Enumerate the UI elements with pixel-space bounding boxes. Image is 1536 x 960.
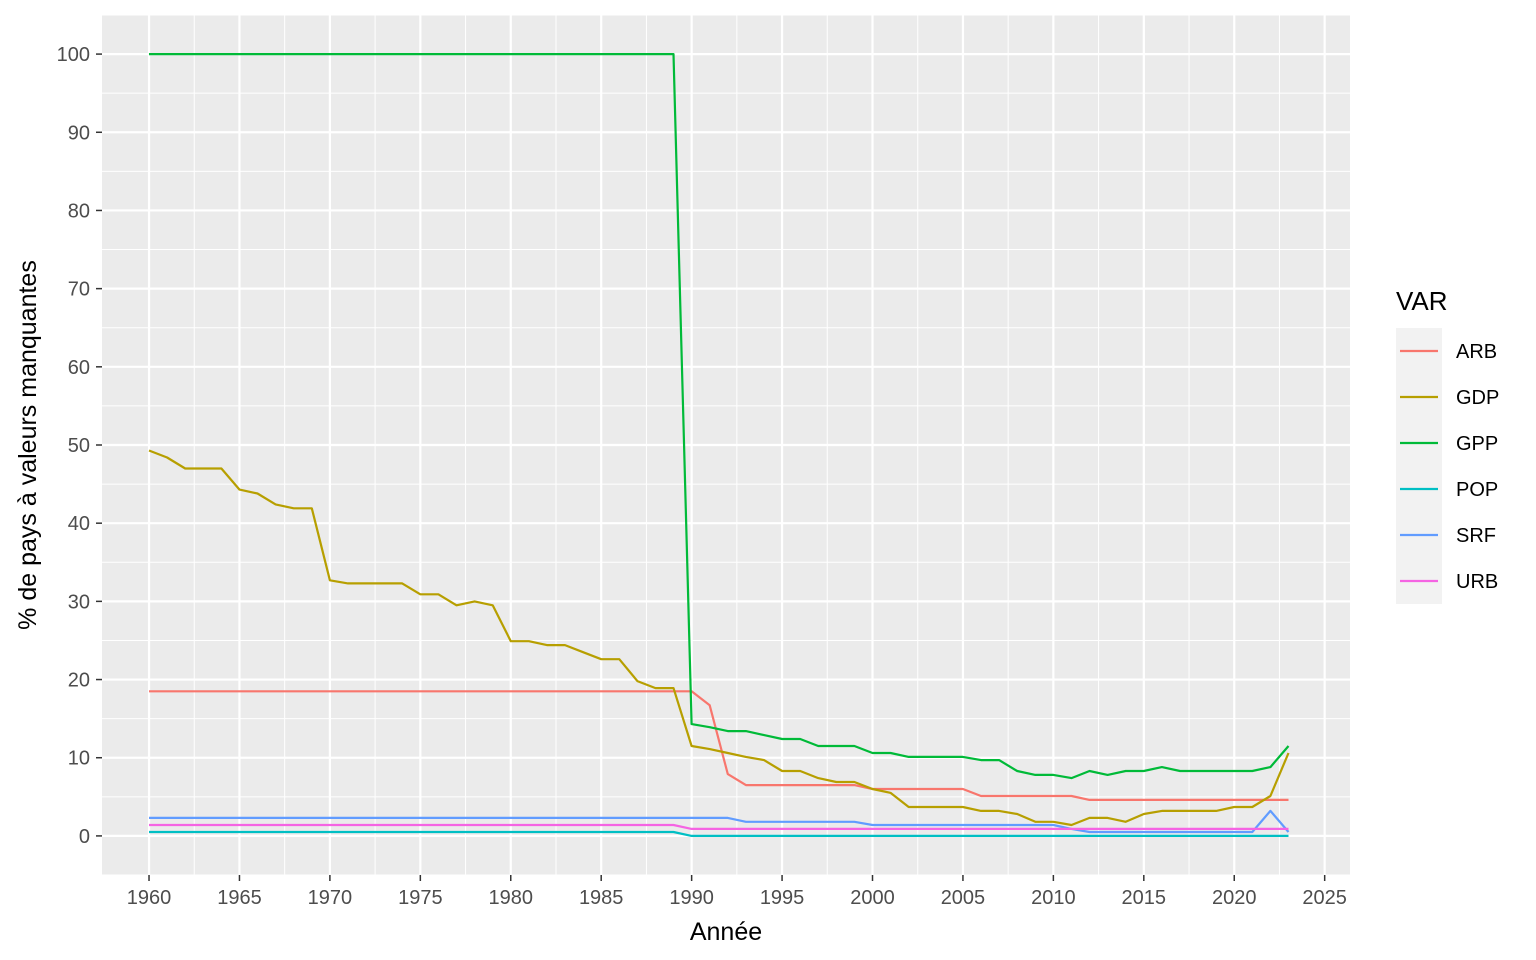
x-tick-label: 1980 [489,887,534,909]
x-tick-label: 2020 [1212,887,1257,909]
major-gridlines [102,15,1350,875]
x-tick-label: 1985 [579,887,624,909]
y-tick-label: 30 [68,591,90,613]
x-tick-label: 2005 [941,887,986,909]
y-tick-label: 50 [68,435,90,457]
series-lines [148,52,1290,838]
legend-label-srf: SRF [1456,525,1496,547]
x-tick-label: 2010 [1031,887,1076,909]
legend-label-pop: POP [1456,479,1498,501]
x-tick-label: 2015 [1122,887,1167,909]
series-line-gpp [149,52,1290,780]
y-tick-label: 20 [68,670,90,692]
x-tick-label: 2000 [850,887,895,909]
legend-label-gpp: GPP [1456,433,1498,455]
legend-label-gdp: GDP [1456,387,1499,409]
x-axis-title: Année [690,918,762,946]
y-tick-label: 100 [57,44,90,66]
series-line-srf [149,809,1290,834]
y-tick-label: 70 [68,279,90,301]
legend: VAR ARB GDP GPP POP SRF URB [1396,286,1499,604]
y-tick-label: 0 [79,826,90,848]
legend-items: ARB GDP GPP POP SRF URB [1400,341,1499,593]
y-tick-label: 90 [68,122,90,144]
y-tick-label: 40 [68,513,90,535]
x-tick-label: 1965 [217,887,262,909]
x-tick-label: 1995 [760,887,805,909]
x-tick-label: 1990 [669,887,714,909]
y-tick-label: 80 [68,200,90,222]
legend-key-background [1396,328,1442,604]
series-line-urb [149,823,1289,831]
x-axis-ticks: 1960 1965 1970 1975 1980 1985 1990 1995 2000 2005… [127,875,1347,909]
legend-title: VAR [1396,286,1448,316]
y-tick-label: 60 [68,357,90,379]
x-tick-label: 1970 [308,887,353,909]
y-axis-title: % de pays à valeurs manquantes [14,260,42,630]
x-tick-label: 1975 [398,887,443,909]
x-tick-label: 1960 [127,887,172,909]
legend-label-arb: ARB [1456,341,1497,363]
x-tick-label: 2025 [1302,887,1347,909]
y-tick-label: 10 [68,748,90,770]
legend-label-urb: URB [1456,571,1498,593]
series-line-pop [149,830,1289,838]
y-axis-ticks: 0 10 20 30 40 50 60 70 80 90 100 [57,44,102,848]
series-line-gdp [148,449,1290,827]
